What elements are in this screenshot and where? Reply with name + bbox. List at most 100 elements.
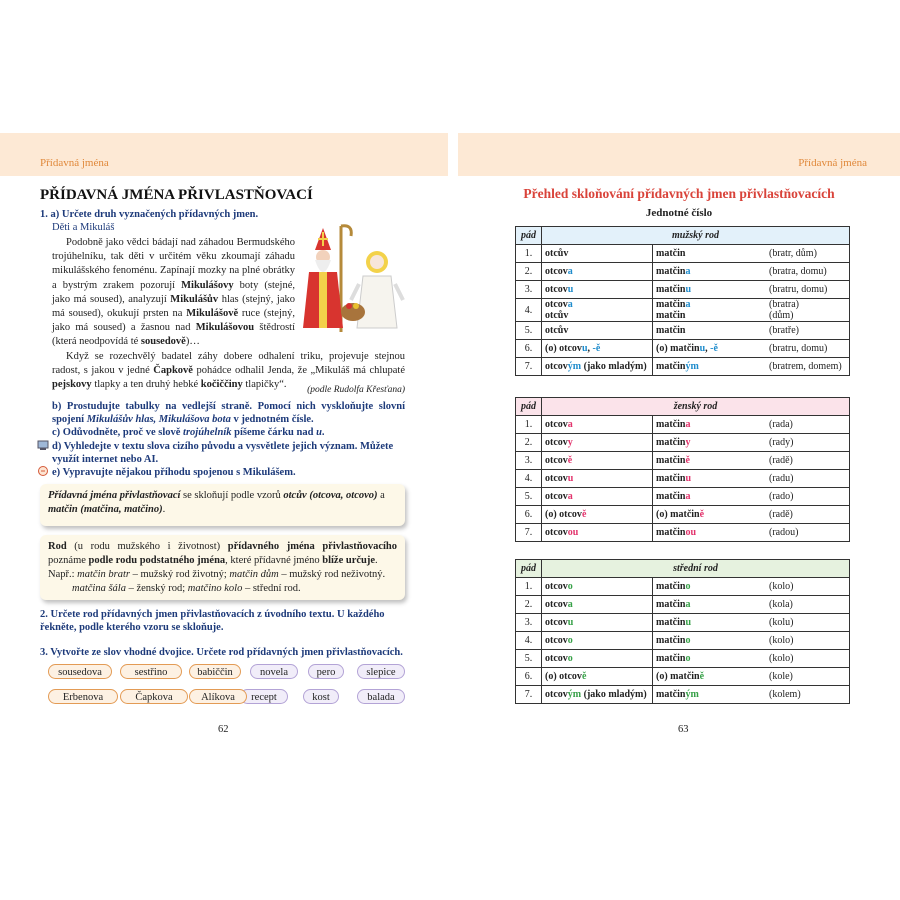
text: (u rodu mužského i životnost)	[66, 541, 228, 552]
header-band	[0, 133, 448, 176]
form-line: otcovo	[545, 653, 649, 664]
ending: u	[685, 284, 692, 295]
example-note: (kola)	[769, 599, 793, 610]
word-chip: recept	[240, 689, 288, 704]
form-line: (o) otcově	[545, 671, 649, 682]
form-cell: matčiným (bratrem, domem)	[652, 357, 850, 376]
example-note: (kole)	[769, 671, 793, 682]
emphasis: blíže určuje	[322, 555, 376, 566]
text: – ženský rod;	[125, 583, 188, 594]
emphasis: Mikulášovy	[181, 279, 234, 291]
form-cell: otcovým (jako mladým)	[541, 357, 653, 376]
case-number: 1.	[515, 415, 542, 434]
text: .	[321, 427, 325, 438]
header-row: pád střední rod	[515, 559, 850, 578]
word-chip: slepice	[357, 664, 405, 679]
table-subtitle: Jednotné číslo	[645, 207, 713, 219]
page-number: 62	[218, 724, 229, 735]
example-note: (rady)	[769, 437, 794, 448]
word-chip: balada	[357, 689, 405, 704]
form-line: matčinu (radu)	[656, 473, 846, 484]
emphasis: Mikulášův	[170, 293, 219, 305]
stem: otcov	[545, 419, 568, 430]
form-line: matčin (dům)	[656, 310, 846, 321]
word-chip: Čapkova	[120, 689, 188, 704]
task: e) Vypravujte nějakou příhodu spojenou s…	[52, 467, 296, 478]
page-title: PŘÍDAVNÁ JMÉNA PŘIVLASTŇOVACÍ	[40, 187, 313, 203]
form-cell: otcovu	[541, 469, 653, 488]
stem: otcov	[545, 284, 568, 295]
form-cell: (o) otcovu, -ě	[541, 339, 653, 358]
example-note: (bratru, domu)	[769, 284, 828, 295]
text: tlapičky“.	[242, 379, 287, 391]
emphasis: trojúhelník	[183, 427, 232, 438]
stem: otcův	[545, 310, 569, 321]
example-note: (bratru, domu)	[769, 343, 828, 354]
ending: ým	[567, 689, 582, 700]
example-note: (kolo)	[769, 581, 794, 592]
form-cell: (o) matčině (kole)	[652, 667, 850, 686]
ending: u	[685, 617, 692, 628]
form-line: otcův	[545, 248, 649, 259]
example-note: (kolu)	[769, 617, 794, 628]
stem: (o) matčin	[656, 509, 700, 520]
header-band	[458, 133, 900, 176]
table-row: 4. otcovu matčinu (radu)	[515, 469, 850, 488]
form-line: matčině (radě)	[656, 455, 846, 466]
text: tlapky a ten druhý hebké	[91, 379, 201, 391]
form-cell: matčino (kolo)	[652, 649, 850, 668]
form-cell: matčin (bratře)	[652, 321, 850, 340]
table-row: 3. otcovu matčinu (kolu)	[515, 613, 850, 632]
ending: u	[581, 343, 588, 354]
ending: ě	[581, 509, 587, 520]
form-line: otcova	[545, 299, 649, 310]
task: 2. Určete rod přídavných jmen přivlastňo…	[40, 609, 385, 633]
ending: u	[699, 343, 706, 354]
table-row: 3. otcově matčině (radě)	[515, 451, 850, 470]
form-line: otcova	[545, 491, 649, 502]
ending: ě	[699, 509, 705, 520]
form-line: otcovu	[545, 617, 649, 628]
ending: a	[567, 299, 573, 310]
emphasis: matčin bratr	[77, 569, 130, 580]
text: .	[375, 555, 378, 566]
form-line: matčinu (bratru, domu)	[656, 284, 846, 295]
stem: otcov	[545, 581, 568, 592]
case-number: 4.	[515, 469, 542, 488]
stem: matčin	[656, 653, 686, 664]
ending: u	[567, 284, 574, 295]
form-cell: otcovu	[541, 280, 653, 299]
example-note: (bratrem, domem)	[769, 361, 842, 372]
stem: ,	[587, 343, 593, 354]
ending: o	[685, 581, 691, 592]
table-row: 6. (o) otcově (o) matčině (radě)	[515, 505, 850, 524]
stem: (o) matčin	[656, 343, 700, 354]
form-cell: (o) otcově	[541, 505, 653, 524]
word-chip: Alíkova	[189, 689, 247, 704]
form-cell: otcova	[541, 415, 653, 434]
form-cell: otcův	[541, 244, 653, 263]
form-cell: otcovo	[541, 631, 653, 650]
story: Podobně jako vědci bádají nad záhadou Be…	[52, 224, 406, 392]
ending: a	[685, 491, 691, 502]
emphasis: pejskovy	[52, 379, 92, 391]
table-row: 2. otcova matčina (kola)	[515, 595, 850, 614]
stem: (jako mladým)	[581, 361, 647, 372]
example-note: (radě)	[769, 455, 793, 466]
ending: o	[567, 653, 573, 664]
form-cell: matčina (rado)	[652, 487, 850, 506]
ending: ým	[685, 361, 699, 372]
text: pohádce odhalil Jenda, že „Mikuláš má ch…	[192, 364, 406, 376]
form-line: (o) matčině (radě)	[656, 509, 846, 520]
case-number: 3.	[515, 280, 542, 299]
stem: otcov	[545, 653, 568, 664]
form-line: matčin (bratře)	[656, 325, 846, 336]
form-cell: otcova otcův	[541, 298, 653, 322]
table-row: 4. otcova otcův matčina (bratra) matčin (dům)	[515, 298, 850, 322]
form-cell: otcovou	[541, 523, 653, 542]
form-cell: matčiným (kolem)	[652, 685, 850, 704]
table-row: 2. otcovy matčiny (rady)	[515, 433, 850, 452]
form-cell: matčiny (rady)	[652, 433, 850, 452]
form-line: (o) matčinu, -ě (bratru, domu)	[656, 343, 846, 354]
form-cell: matčinou (radou)	[652, 523, 850, 542]
